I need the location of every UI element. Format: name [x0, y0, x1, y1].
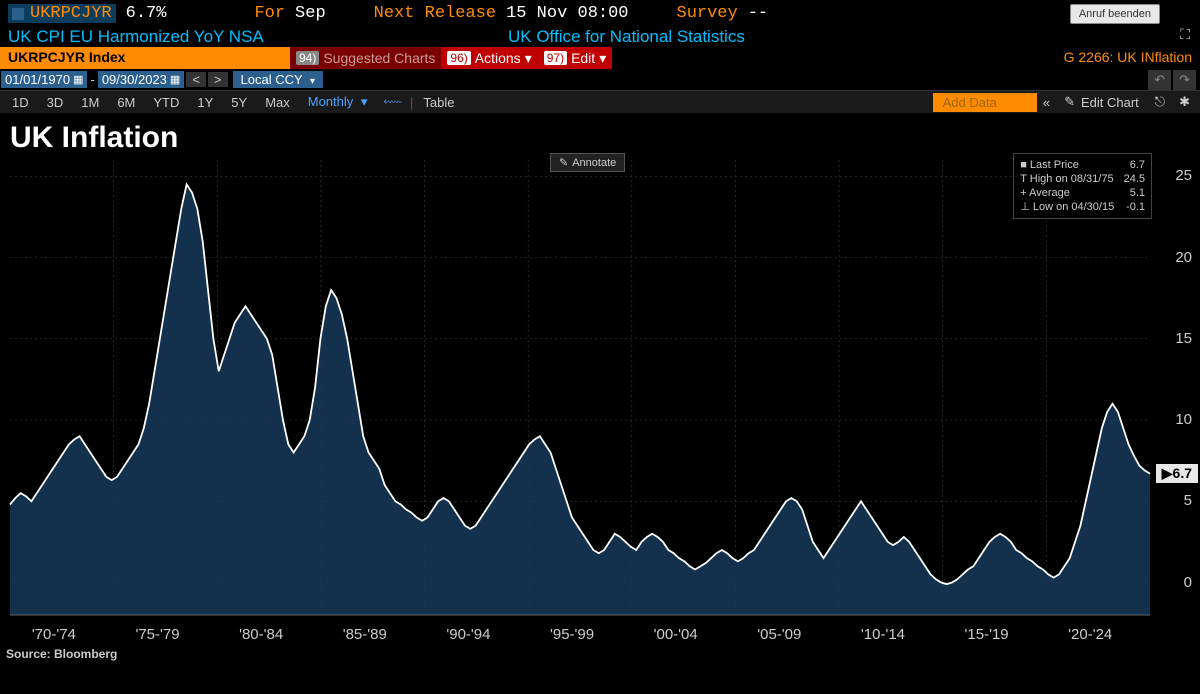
survey-value: -- [748, 4, 768, 23]
expand-icon[interactable]: ⛶ [1180, 26, 1190, 43]
x-tick-label: '95-'99 [550, 626, 594, 643]
index-label[interactable]: UKRPCJYR Index [0, 47, 290, 69]
y-tick-label: 25 [1175, 167, 1192, 184]
y-tick-label: 5 [1184, 492, 1192, 509]
actions-button[interactable]: 96) Actions ▾ [441, 47, 537, 69]
next-release-label: Next Release [374, 4, 496, 23]
annotate-button[interactable]: ✎ Annotate [550, 153, 625, 172]
chevron-left-icon[interactable]: « [1039, 95, 1054, 110]
y-tick-label: 20 [1175, 249, 1192, 266]
source-agency: UK Office for National Statistics [508, 27, 745, 47]
date-to-input[interactable]: 09/30/2023 ▦ [98, 71, 184, 88]
end-call-button[interactable]: Anruf beenden [1070, 4, 1160, 24]
range-5y[interactable]: 5Y [223, 93, 255, 112]
source-label: Source: Bloomberg [6, 647, 117, 661]
range-1y[interactable]: 1Y [189, 93, 221, 112]
chart-area: UK Inflation ✎ Annotate ■ Last Price6.7 … [0, 115, 1200, 663]
next-release-value: 15 Nov 08:00 [506, 4, 628, 23]
range-1d[interactable]: 1D [4, 93, 37, 112]
chevron-down-icon: ▾ [599, 50, 606, 67]
x-tick-label: '20-'24 [1068, 626, 1112, 643]
ticker-box: UKRPCJYR [8, 4, 116, 23]
date-from-input[interactable]: 01/01/1970 ▦ [1, 71, 87, 88]
calendar-icon: ▦ [73, 73, 83, 86]
range-1m[interactable]: 1M [73, 93, 107, 112]
suggested-charts-button[interactable]: 94) Suggested Charts [290, 47, 441, 69]
stats-box: ■ Last Price6.7 T High on 08/31/7524.5 +… [1013, 153, 1152, 219]
edit-button[interactable]: 97) Edit ▾ [538, 47, 613, 69]
ticker-symbol: UKRPCJYR [30, 4, 112, 23]
y-tick-label: 10 [1175, 411, 1192, 428]
range-max[interactable]: Max [257, 93, 298, 112]
next-button[interactable]: > [208, 72, 228, 87]
command-bar: UKRPCJYR Index 94) Suggested Charts 96) … [0, 47, 1200, 69]
chevron-down-icon: ▾ [525, 50, 532, 67]
edit-chart-button[interactable]: ✎ Edit Chart [1056, 92, 1147, 112]
chevron-down-icon: ▾ [310, 76, 315, 87]
x-tick-label: '70-'74 [32, 626, 76, 643]
y-tick-label: 15 [1175, 330, 1192, 347]
chart-type-icon[interactable]: ⬳ [377, 94, 408, 110]
frequency-select[interactable]: Monthly ▾ [300, 92, 376, 112]
x-tick-label: '90-'94 [446, 626, 490, 643]
undo-button[interactable]: ↶ [1148, 70, 1171, 90]
calendar-icon: ▦ [170, 73, 180, 86]
last-price-marker: ▶6.7 [1156, 464, 1198, 483]
x-tick-label: '75-'79 [135, 626, 179, 643]
pencil-icon: ✎ [1064, 94, 1075, 110]
x-tick-label: '15-'19 [965, 626, 1009, 643]
currency-select[interactable]: Local CCY ▾ [233, 71, 324, 88]
add-data-input[interactable]: Add Data [933, 93, 1037, 112]
chevron-down-icon: ▾ [361, 94, 368, 109]
settings-icon[interactable]: ✱ [1173, 94, 1196, 110]
y-tick-label: 0 [1184, 574, 1192, 591]
pencil-icon: ✎ [559, 156, 568, 169]
link-icon[interactable]: ⎋ [1149, 94, 1171, 110]
for-label: For [254, 4, 285, 23]
timeframe-bar: 1D 3D 1M 6M YTD 1Y 5Y Max Monthly ▾ ⬳ | … [0, 91, 1200, 113]
x-tick-label: '10-'14 [861, 626, 905, 643]
chart-id-title: G 2266: UK INflation [1056, 47, 1200, 69]
range-6m[interactable]: 6M [109, 93, 143, 112]
prev-button[interactable]: < [186, 72, 206, 87]
ticker-color-swatch [12, 8, 24, 20]
x-tick-label: '00-'04 [654, 626, 698, 643]
x-tick-label: '80-'84 [239, 626, 283, 643]
range-ytd[interactable]: YTD [145, 93, 187, 112]
for-value: Sep [295, 4, 326, 23]
ticker-value: 6.7% [126, 4, 167, 23]
x-tick-label: '85-'89 [343, 626, 387, 643]
survey-label: Survey [677, 4, 738, 23]
table-button[interactable]: Table [415, 93, 462, 112]
series-description: UK CPI EU Harmonized YoY NSA [8, 27, 264, 47]
range-3d[interactable]: 3D [39, 93, 72, 112]
x-tick-label: '05-'09 [757, 626, 801, 643]
date-range-bar: 01/01/1970 ▦ - 09/30/2023 ▦ < > Local CC… [0, 69, 1200, 91]
redo-button[interactable]: ↷ [1173, 70, 1196, 90]
